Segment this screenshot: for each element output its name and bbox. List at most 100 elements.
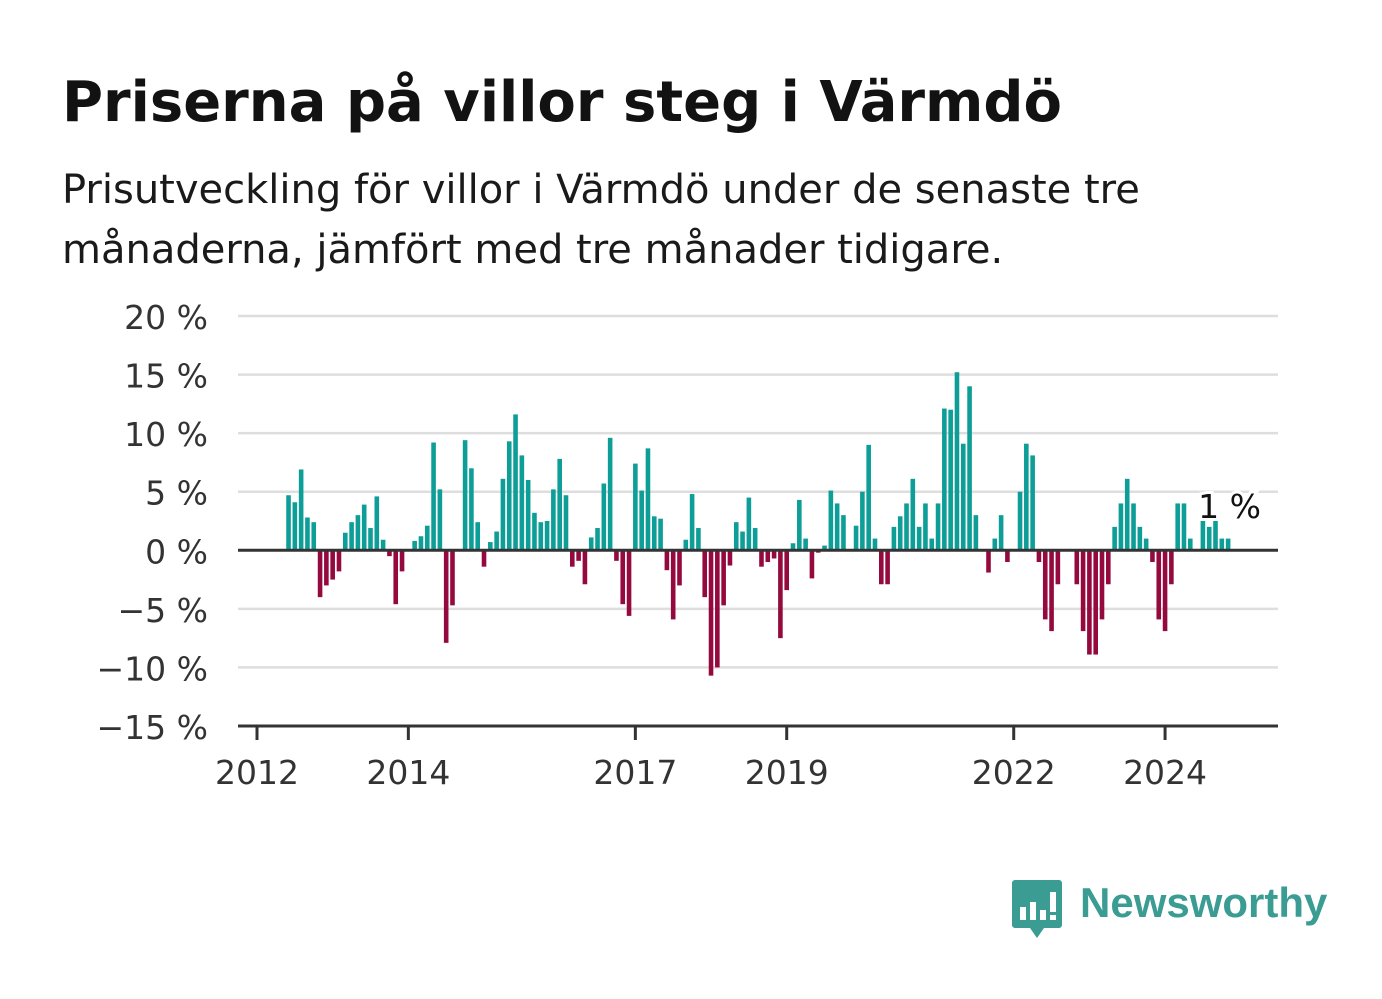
bar: [349, 522, 354, 551]
bar: [1181, 503, 1187, 551]
bars: [286, 372, 1231, 676]
bar: [803, 538, 808, 551]
y-tick-label: 20 %: [124, 298, 208, 337]
bar: [1112, 526, 1117, 551]
bar: [841, 515, 846, 551]
bar: [469, 468, 474, 551]
bar: [1055, 550, 1061, 585]
bar: [614, 550, 619, 561]
bar: [683, 539, 689, 551]
bar: [790, 543, 796, 551]
bar: [727, 550, 733, 566]
bar: [481, 550, 487, 567]
bar: [620, 550, 626, 605]
bar: [538, 522, 544, 551]
bar: [330, 550, 335, 580]
y-tick-label: −15 %: [97, 708, 209, 747]
bar: [601, 483, 607, 551]
bar: [1042, 550, 1048, 620]
bar: [784, 550, 789, 591]
x-tick-label: 2017: [593, 753, 677, 792]
bar: [948, 409, 953, 551]
bar: [1036, 550, 1042, 562]
bar: [380, 539, 386, 551]
bar: [664, 550, 670, 571]
bar: [292, 502, 298, 551]
bar: [809, 550, 815, 579]
y-tick-label: 5 %: [145, 474, 208, 513]
bar: [544, 521, 550, 551]
last-value-annotation: 1 %: [1198, 487, 1261, 526]
bar: [342, 532, 348, 551]
bar: [437, 489, 443, 551]
bar: [1156, 550, 1162, 620]
bar: [1124, 478, 1130, 551]
bar: [1005, 550, 1010, 562]
bar: [393, 550, 399, 605]
bar-chart-speech-bubble-icon: [1012, 880, 1062, 938]
bar: [759, 550, 764, 567]
bar: [923, 503, 928, 551]
bar: [658, 518, 663, 551]
bar: [645, 448, 651, 551]
gridlines: [238, 314, 1278, 669]
bar: [298, 469, 304, 551]
bar: [1131, 503, 1136, 551]
bar: [828, 490, 834, 551]
bar: [368, 528, 373, 551]
bar: [973, 515, 979, 551]
bar: [361, 504, 367, 551]
bar: [639, 490, 644, 551]
bar: [771, 550, 777, 559]
x-tick-label: 2012: [215, 753, 299, 792]
bar: [374, 496, 380, 551]
bar: [651, 516, 657, 551]
y-tick-label: 15 %: [124, 357, 208, 396]
bar: [1080, 550, 1086, 632]
bar: [450, 550, 455, 606]
bar: [500, 478, 506, 551]
bar: [1074, 550, 1080, 585]
bar: [1213, 515, 1218, 551]
bar: [633, 463, 638, 551]
bar: [822, 545, 827, 551]
bar: [954, 372, 960, 551]
bar: [702, 550, 708, 598]
bar: [1099, 550, 1105, 620]
bar: [885, 550, 890, 585]
bar: [1200, 515, 1206, 551]
bar: [513, 414, 518, 551]
bar: [715, 550, 720, 668]
bar: [324, 550, 329, 586]
bar: [910, 478, 916, 551]
bar: [424, 525, 430, 551]
bar: [752, 528, 758, 551]
bar: [519, 455, 525, 551]
x-tick-label: 2022: [972, 753, 1056, 792]
y-tick-label: −5 %: [118, 591, 209, 630]
bar: [418, 536, 424, 551]
bar: [696, 528, 701, 551]
bar: [778, 550, 783, 639]
bar: [998, 515, 1004, 551]
bar: [506, 441, 512, 551]
y-tick-label: −10 %: [97, 649, 209, 688]
bar: [878, 550, 884, 585]
bar: [891, 526, 897, 551]
bar: [1106, 550, 1111, 585]
x-tick-label: 2019: [745, 753, 829, 792]
bar: [1150, 550, 1155, 562]
bar: [1093, 550, 1098, 655]
bar: [1175, 503, 1180, 551]
bar: [1225, 538, 1231, 551]
bar: [733, 522, 739, 551]
chart-title: Priserna på villor steg i Värmdö: [62, 70, 1062, 135]
y-tick-label: 10 %: [124, 415, 208, 454]
bar: [942, 408, 947, 551]
x-tick-label: 2024: [1123, 753, 1207, 792]
bar: [1024, 443, 1029, 551]
bar: [576, 550, 581, 561]
bar: [557, 458, 562, 551]
tick-labels: 20 % 15 % 10 % 5 % 0 % −5 % −10 % −15 %2012 2014…: [97, 298, 1264, 792]
